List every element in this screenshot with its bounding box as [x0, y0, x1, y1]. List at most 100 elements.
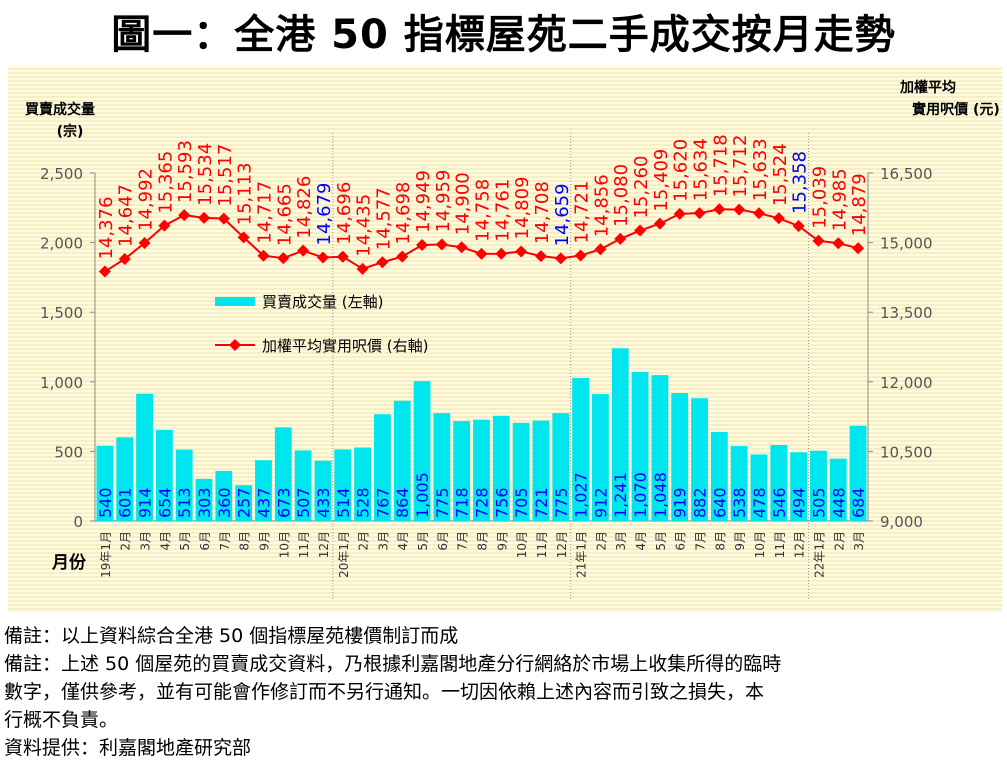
price-point — [237, 231, 250, 244]
price-point — [158, 219, 171, 232]
price-label: 15,365 — [155, 151, 176, 214]
right-tick-label: 10,500 — [880, 443, 933, 461]
price-label: 15,260 — [631, 156, 652, 219]
x-tick-label: 6月 — [198, 531, 212, 551]
price-label: 14,879 — [849, 173, 870, 236]
bar — [413, 381, 431, 521]
x-tick-label: 11月 — [297, 531, 311, 558]
price-point — [277, 252, 290, 265]
price-label: 15,718 — [710, 134, 731, 197]
bar — [750, 454, 768, 521]
x-tick-label: 10月 — [515, 531, 529, 558]
bar-label: 494 — [790, 487, 809, 518]
price-label: 15,524 — [770, 143, 791, 206]
bar-label: 864 — [393, 487, 412, 518]
bar-label: 257 — [235, 487, 254, 518]
right-tick-label: 12,000 — [880, 374, 933, 392]
bar — [849, 425, 867, 521]
price-point — [98, 265, 111, 278]
right-tick-label: 16,500 — [880, 165, 933, 183]
price-point — [416, 238, 429, 251]
bar — [96, 445, 114, 521]
price-label: 14,698 — [393, 182, 414, 245]
x-tick-label: 4月 — [158, 531, 172, 551]
note-line: 行概不負責。 — [4, 709, 119, 731]
price-point — [396, 250, 409, 263]
note-line: 備註：上述 50 個屋苑的買賣成交資料，乃根據利嘉閣地產分行網絡於市場上收集所得… — [4, 653, 782, 675]
price-point — [435, 238, 448, 251]
price-point — [634, 224, 647, 237]
price-point — [772, 212, 785, 225]
x-tick-label: 7月 — [456, 531, 470, 551]
bar-label: 1,048 — [651, 472, 670, 518]
right-axis-title: 實用呎價 (元) — [912, 101, 1000, 118]
x-axis-title: 月份 — [51, 552, 87, 573]
x-tick-label: 3月 — [139, 531, 153, 551]
price-point — [118, 252, 131, 265]
price-label: 14,761 — [492, 179, 513, 242]
bar — [829, 458, 847, 521]
bar-label: 919 — [671, 487, 690, 518]
bar-label: 505 — [809, 487, 828, 518]
left-axis-title: 買賣成交量 — [25, 101, 95, 118]
x-tick-label: 4月 — [634, 531, 648, 551]
price-point — [812, 234, 825, 247]
x-tick-label: 22年1月 — [812, 531, 826, 578]
x-tick-label: 9月 — [257, 531, 271, 551]
bar — [512, 422, 530, 521]
price-label: 15,634 — [691, 138, 712, 201]
bar-label: 912 — [591, 487, 610, 518]
price-label: 15,620 — [671, 139, 692, 202]
price-point — [257, 249, 270, 262]
price-point — [495, 247, 508, 260]
price-point — [217, 212, 230, 225]
price-label: 15,712 — [730, 135, 751, 198]
bar — [136, 393, 153, 521]
note-line: 數字，僅供參考，並有可能會作修訂而不另行通知。一切因依賴上述內容而引致之損失，本 — [4, 681, 765, 703]
x-tick-label: 3月 — [852, 531, 866, 551]
price-point — [673, 207, 686, 220]
bar — [492, 415, 510, 521]
bar — [373, 414, 391, 521]
price-point — [752, 207, 765, 220]
price-point — [198, 211, 211, 224]
price-point — [178, 209, 191, 222]
x-tick-label: 21年1月 — [575, 531, 589, 578]
price-label: 14,696 — [334, 182, 355, 245]
price-point — [594, 243, 607, 256]
bar-label: 640 — [710, 487, 729, 518]
x-tick-label: 5月 — [654, 531, 668, 551]
price-point — [554, 252, 567, 265]
left-tick-label: 500 — [54, 443, 83, 461]
bar-label: 1,070 — [631, 472, 650, 518]
x-tick-label: 3月 — [614, 531, 628, 551]
bar — [611, 348, 629, 521]
x-tick-label: 9月 — [495, 531, 509, 551]
price-label: 15,534 — [195, 143, 216, 206]
notes: 備註：以上資料綜合全港 50 個指標屋苑樓價制訂而成 備註：上述 50 個屋苑的… — [4, 622, 1004, 762]
bar-label: 528 — [354, 487, 373, 518]
price-point — [713, 203, 726, 216]
price-point — [297, 244, 310, 257]
price-label: 14,577 — [373, 187, 394, 250]
bar — [671, 393, 689, 521]
price-label: 14,856 — [591, 174, 612, 237]
bar — [215, 470, 233, 521]
price-point — [574, 249, 587, 262]
bar-label: 721 — [532, 487, 551, 518]
price-label: 14,679 — [314, 183, 335, 246]
bar-label: 728 — [473, 487, 492, 518]
bar-label: 538 — [730, 487, 749, 518]
x-tick-label: 8月 — [476, 531, 490, 551]
price-label: 15,039 — [809, 166, 830, 229]
bar-label: 601 — [116, 487, 135, 518]
bar-label: 882 — [691, 487, 710, 518]
x-tick-label: 2月 — [357, 531, 371, 551]
bar — [592, 394, 609, 521]
price-point — [455, 241, 468, 254]
price-point — [534, 250, 547, 263]
bar — [393, 400, 411, 521]
x-tick-label: 10月 — [753, 531, 767, 558]
bar-label: 914 — [136, 487, 155, 518]
price-label: 15,113 — [235, 162, 256, 225]
